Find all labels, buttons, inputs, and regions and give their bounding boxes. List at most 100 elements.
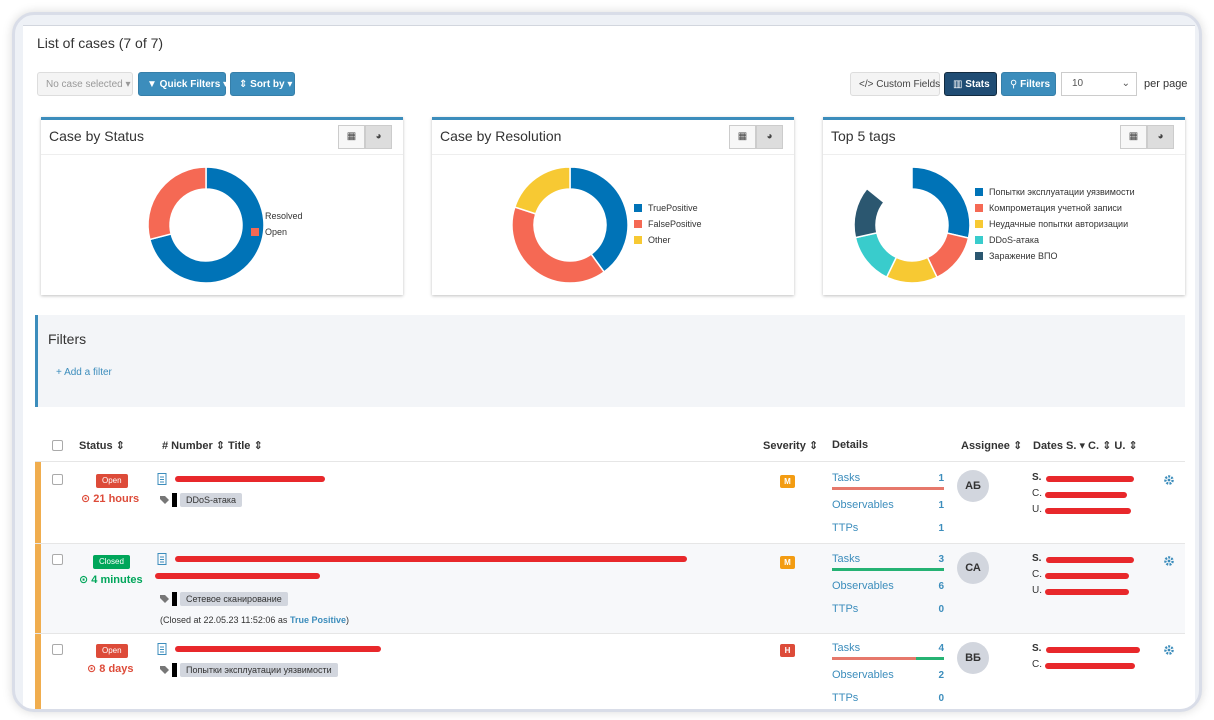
per-page-label: per page xyxy=(1144,78,1188,90)
header-number[interactable]: # Number ⇕ xyxy=(162,440,226,452)
case-tag[interactable]: Попытки эксплуатации уязвимости xyxy=(180,663,338,677)
legend-item: DDoS-атака xyxy=(975,232,1135,248)
bulk-action-button[interactable]: No case selected ▾ xyxy=(37,72,133,96)
filters-panel: Filters + Add a filter xyxy=(35,315,1185,407)
header-assignee[interactable]: Assignee ⇕ xyxy=(961,440,1023,452)
chart-title: Top 5 tags xyxy=(831,128,896,144)
observables-link[interactable]: Observables xyxy=(832,499,894,511)
date-start: S. xyxy=(1032,553,1042,564)
case-tag[interactable]: DDoS-атака xyxy=(180,493,242,507)
chart-case-by-resolution: Case by Resolution ▦ ◕ TruePositive False… xyxy=(432,117,794,295)
status-badge: Open xyxy=(96,644,128,658)
header-title[interactable]: Title ⇕ xyxy=(228,440,263,452)
donut-chart xyxy=(853,166,971,284)
date-created: C. xyxy=(1032,488,1042,499)
document-icon xyxy=(157,473,167,485)
severity-badge: M xyxy=(780,556,795,569)
date-created: C. xyxy=(1032,569,1042,580)
gear-icon[interactable] xyxy=(1163,474,1175,486)
redacted-title[interactable] xyxy=(175,556,687,562)
legend-swatch xyxy=(975,188,983,196)
gear-icon[interactable] xyxy=(1163,644,1175,656)
legend-label: Компрометация учетной записи xyxy=(989,203,1122,213)
severity-badge: H xyxy=(780,644,795,657)
tasks-link[interactable]: Tasks xyxy=(832,642,861,654)
sort-by-button[interactable]: ⇕ Sort by ▾ xyxy=(230,72,295,96)
donut-slice[interactable] xyxy=(513,166,571,215)
header-status[interactable]: Status ⇕ xyxy=(79,440,125,452)
case-duration: ⊙ 8 days xyxy=(87,663,134,675)
ttps-count: 0 xyxy=(938,693,944,704)
document-icon xyxy=(157,553,167,565)
gear-icon[interactable] xyxy=(1163,555,1175,567)
date-start: S. xyxy=(1032,472,1042,483)
header-dates[interactable]: Dates S. ▾ C. ⇕ U. ⇕ xyxy=(1033,440,1138,452)
ttps-link[interactable]: TTPs xyxy=(832,522,859,534)
row-checkbox[interactable] xyxy=(52,554,63,565)
page-title: List of cases (7 of 7) xyxy=(37,35,164,51)
ttps-link[interactable]: TTPs xyxy=(832,692,859,704)
quick-filters-button[interactable]: ▼ Quick Filters ▾ xyxy=(138,72,228,96)
legend-label: Other xyxy=(648,235,671,245)
legend-item: Open xyxy=(251,224,303,240)
legend-item: Resolved xyxy=(251,208,303,224)
donut-chart xyxy=(511,166,629,284)
tag-icon xyxy=(160,496,169,504)
pie-view-icon[interactable]: ◕ xyxy=(365,125,392,149)
chart-legend: TruePositive FalsePositive Other xyxy=(634,200,702,248)
legend-label: Неудачные попытки авторизации xyxy=(989,219,1129,229)
legend-swatch xyxy=(975,252,983,260)
donut-slice[interactable] xyxy=(511,206,606,284)
donut-slice[interactable] xyxy=(911,166,971,239)
chevron-down-icon: ⌄ xyxy=(1121,78,1130,89)
observables-link[interactable]: Observables xyxy=(832,669,894,681)
table-view-icon[interactable]: ▦ xyxy=(1120,125,1147,149)
legend-swatch xyxy=(251,228,259,236)
tasks-link[interactable]: Tasks xyxy=(832,553,861,565)
table-view-icon[interactable]: ▦ xyxy=(338,125,365,149)
pie-view-icon[interactable]: ◕ xyxy=(1147,125,1174,149)
legend-label: Заражение ВПО xyxy=(989,251,1058,261)
filters-button[interactable]: ⚲ Filters xyxy=(1001,72,1056,96)
tasks-count: 4 xyxy=(938,643,944,654)
legend-label: Resolved xyxy=(265,211,303,221)
case-tag[interactable]: Сетевое сканирование xyxy=(180,592,288,606)
legend-swatch xyxy=(634,204,642,212)
donut-slice[interactable] xyxy=(147,166,207,241)
pie-view-icon[interactable]: ◕ xyxy=(756,125,783,149)
donut-slice[interactable] xyxy=(854,231,898,279)
redacted-title[interactable] xyxy=(175,646,381,652)
custom-fields-button[interactable]: </> Custom Fields xyxy=(850,72,940,96)
date-start: S. xyxy=(1032,643,1042,654)
severity-badge: M xyxy=(780,475,795,488)
redacted-title[interactable] xyxy=(175,476,325,482)
legend-item: Компрометация учетной записи xyxy=(975,200,1135,216)
table-view-icon[interactable]: ▦ xyxy=(729,125,756,149)
row-checkbox[interactable] xyxy=(52,474,63,485)
chart-top-5-tags: Top 5 tags ▦ ◕ Попытки эксплуатации уязв… xyxy=(823,117,1185,295)
select-all-checkbox[interactable] xyxy=(52,440,63,451)
header-severity[interactable]: Severity ⇕ xyxy=(763,440,819,452)
donut-slice[interactable] xyxy=(853,187,886,239)
observables-count: 1 xyxy=(938,500,944,511)
donut-slice[interactable] xyxy=(148,166,265,284)
observables-link[interactable]: Observables xyxy=(832,580,894,592)
legend-swatch xyxy=(634,236,642,244)
row-checkbox[interactable] xyxy=(52,644,63,655)
legend-label: FalsePositive xyxy=(648,219,702,229)
donut-slice[interactable] xyxy=(569,166,629,273)
ttps-link[interactable]: TTPs xyxy=(832,603,859,615)
window-frame: List of cases (7 of 7) No case selected … xyxy=(12,12,1202,712)
page-size-select[interactable]: 10 ⌄ xyxy=(1061,72,1137,96)
table-row: Open ⊙ 21 hours DDoS-атака M Tasks 1 Obs… xyxy=(35,461,1185,543)
ttps-count: 0 xyxy=(938,604,944,615)
legend-item: Заражение ВПО xyxy=(975,248,1135,264)
stats-button[interactable]: ▥ Stats xyxy=(944,72,997,96)
table-row: Open ⊙ 8 days Попытки эксплуатации уязви… xyxy=(35,633,1185,709)
add-filter-link[interactable]: + Add a filter xyxy=(56,367,112,378)
search-icon: ⚲ xyxy=(1010,79,1021,90)
legend-swatch xyxy=(975,204,983,212)
tag-icon xyxy=(160,595,169,603)
legend-label: Попытки эксплуатации уязвимости xyxy=(989,187,1135,197)
tasks-link[interactable]: Tasks xyxy=(832,472,861,484)
